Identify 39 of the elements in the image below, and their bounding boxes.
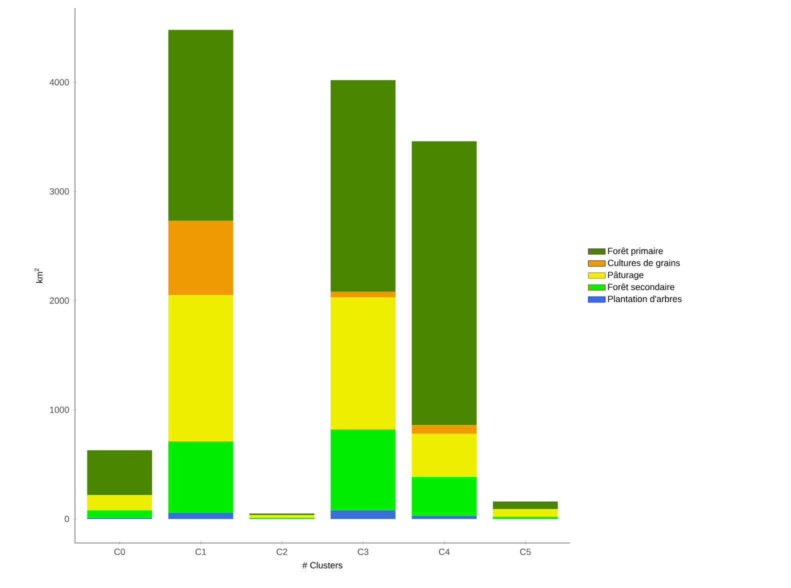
- x-tick-label: C4: [438, 548, 450, 555]
- bar: [87, 450, 152, 495]
- bar: [168, 295, 234, 442]
- legend-label: Pâturage: [608, 271, 644, 280]
- x-tick-label: C3: [358, 548, 368, 555]
- y-tick-label: 2000: [50, 297, 70, 304]
- bar: [330, 80, 396, 292]
- bar: [412, 516, 477, 519]
- x-tick-label: C2: [276, 548, 288, 555]
- bar: [412, 476, 477, 516]
- bar: [412, 425, 477, 434]
- y-tick-label: 0: [64, 516, 70, 522]
- y-tick-label: 4000: [50, 79, 70, 86]
- bar: [492, 502, 558, 510]
- y-tick-label: 3000: [50, 188, 70, 195]
- x-axis-title: # Clusters: [302, 562, 342, 568]
- legend-label: Plantation d'arbres: [608, 296, 682, 302]
- bar: [492, 509, 558, 517]
- y-axis-title: km$^{2}$: [34, 268, 43, 283]
- x-tick-label: C5: [520, 548, 531, 555]
- legend-label: Forêt primaire: [608, 248, 663, 256]
- bar: [330, 297, 396, 430]
- bar: [87, 510, 152, 518]
- bar: [168, 220, 234, 296]
- bar: [412, 141, 477, 426]
- bar: [330, 510, 396, 519]
- bar: [168, 512, 234, 519]
- x-tick-label: C1: [196, 548, 206, 555]
- y-tick-label: 1000: [50, 406, 70, 413]
- bar: [168, 30, 234, 221]
- legend-label: Forêt secondaire: [608, 283, 674, 290]
- bar: [330, 429, 396, 510]
- bar: [87, 494, 152, 510]
- bar: [168, 441, 234, 513]
- x-tick-label: C0: [114, 548, 126, 555]
- bar: [412, 434, 477, 477]
- bar: [330, 292, 396, 298]
- legend-label: Cultures de grains: [608, 260, 680, 268]
- bar: [249, 515, 314, 518]
